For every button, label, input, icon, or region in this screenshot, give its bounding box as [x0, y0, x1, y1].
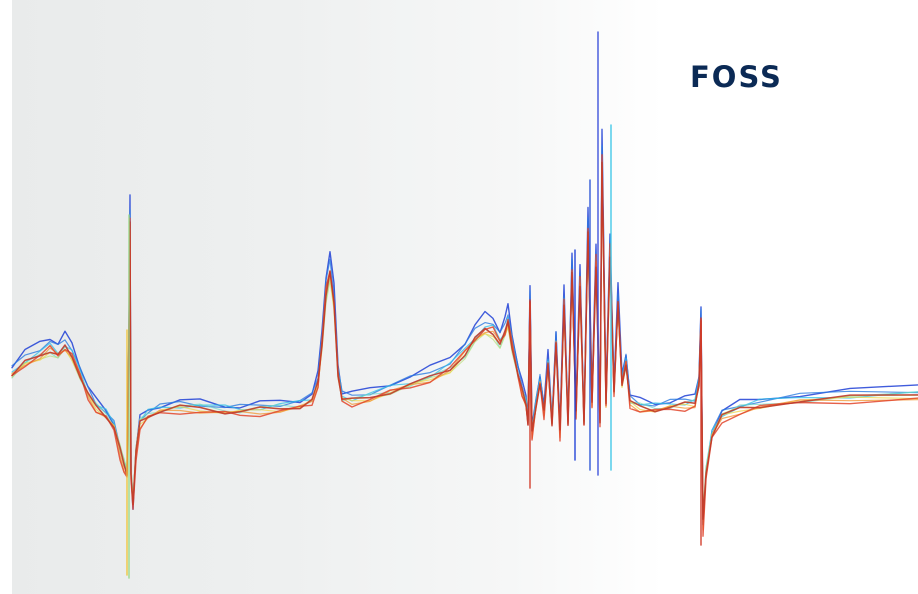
- spectrum-line: [11, 178, 918, 512]
- spectrum-line: [11, 154, 918, 537]
- spectrum-line: [11, 161, 918, 531]
- spectrum-line: [11, 144, 918, 526]
- foss-logo: FOSS: [690, 60, 783, 94]
- gradient-panel: [12, 0, 918, 594]
- spectrum-line: [11, 128, 918, 526]
- spectrum-line: [11, 162, 918, 523]
- spectrum-line: [11, 161, 918, 520]
